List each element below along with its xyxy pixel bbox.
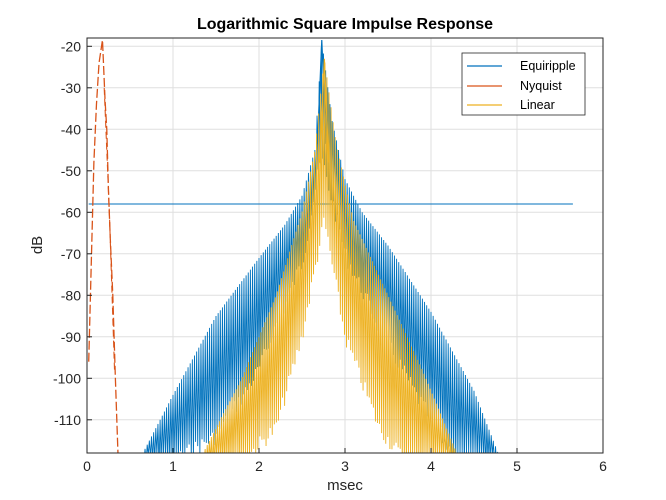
- y-tick-label: -70: [61, 246, 81, 262]
- y-tick-label: -20: [61, 38, 81, 54]
- series-line-nyquist-flank: [103, 87, 116, 371]
- x-tick-label: 1: [169, 458, 177, 474]
- series-line-nyquist: [88, 39, 119, 453]
- series-layer: [88, 39, 573, 453]
- axis-ticks: 0 1 2 3 4 5 6 -20 -30 -40 -50 -60 -70 -80 -90 -100 -110: [53, 38, 607, 474]
- y-tick-label: -50: [61, 163, 81, 179]
- y-tick-label: -30: [61, 80, 81, 96]
- x-tick-label: 2: [255, 458, 263, 474]
- x-tick-label: 0: [83, 458, 91, 474]
- x-tick-label: 5: [513, 458, 521, 474]
- x-tick-label: 3: [341, 458, 349, 474]
- legend-label-equiripple: Equiripple: [520, 59, 576, 73]
- series-peak-linear: [319, 58, 330, 163]
- y-axis-label: dB: [29, 236, 46, 254]
- x-tick-label: 6: [599, 458, 607, 474]
- y-tick-label: -110: [54, 412, 81, 428]
- y-tick-label: -80: [61, 287, 81, 303]
- legend-label-nyquist: Nyquist: [520, 79, 562, 93]
- legend-label-linear: Linear: [520, 98, 555, 112]
- y-tick-label: -100: [53, 370, 81, 386]
- x-tick-label: 4: [427, 458, 435, 474]
- series-line-linear: [203, 62, 456, 453]
- y-tick-label: -40: [61, 121, 81, 137]
- x-axis-label: msec: [327, 477, 363, 494]
- y-tick-label: -60: [61, 204, 81, 220]
- chart-title: Logarithmic Square Impulse Response: [197, 16, 493, 33]
- legend: Equiripple Nyquist Linear: [461, 52, 586, 116]
- y-tick-label: -90: [61, 329, 81, 345]
